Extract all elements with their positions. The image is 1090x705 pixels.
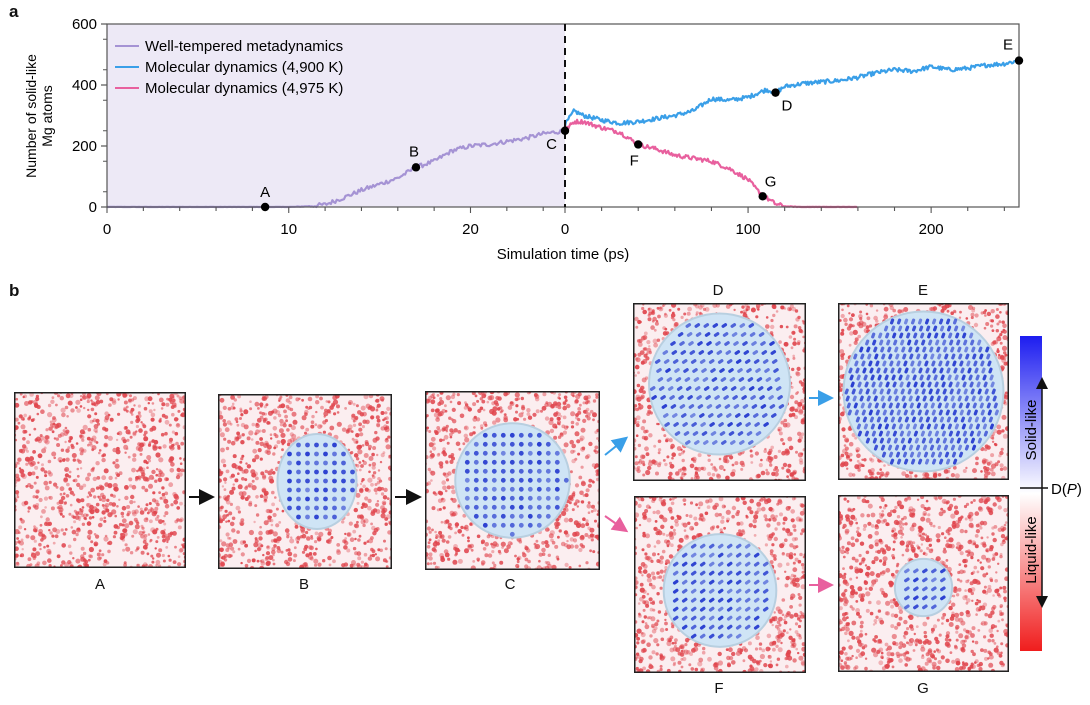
x-tick-label-right: 100 xyxy=(736,221,761,238)
solid-atoms xyxy=(649,323,785,445)
transition-arrows xyxy=(189,390,834,593)
point-G xyxy=(758,192,767,201)
legend-label-md-4900: Molecular dynamics (4,900 K) xyxy=(145,59,343,76)
colorbar-solid-label: Solid-like xyxy=(1023,400,1040,461)
point-label-F: F xyxy=(630,152,639,169)
axis-label-suffix: ) xyxy=(1077,481,1082,498)
snapshot-frame xyxy=(838,495,1009,672)
liquid-atoms xyxy=(838,495,1009,672)
snapshot-label-b: B xyxy=(298,576,309,593)
legend: Well-tempered metadynamics Molecular dyn… xyxy=(115,38,343,97)
snapshot-frame xyxy=(634,496,806,673)
snapshot-frame xyxy=(14,392,186,568)
y-tick-label: 0 xyxy=(89,199,97,216)
x-tick-label-left: 0 xyxy=(103,221,111,238)
point-label-B: B xyxy=(409,143,419,160)
snapshot-label-g: G xyxy=(917,680,929,697)
y-tick-label: 400 xyxy=(72,77,97,94)
solid-atoms xyxy=(287,442,355,520)
snapshot-e xyxy=(838,303,1009,480)
snapshot-label-e: E xyxy=(917,282,928,299)
y-axis-label-line2: Mg atoms xyxy=(39,85,55,146)
colorbar: Solid-like Liquid-like D(P) xyxy=(1020,336,1082,651)
x-tick-label-left: 20 xyxy=(462,221,479,238)
snapshot-frame xyxy=(218,394,392,569)
points-layer: A B C D E F G xyxy=(260,37,1024,212)
panel-label-a: a xyxy=(9,2,19,21)
series-line-2 xyxy=(564,118,858,209)
x-tick-label-left: 10 xyxy=(280,221,297,238)
snapshot-c xyxy=(425,391,600,570)
solid-nucleus xyxy=(648,312,791,456)
legend-label-md-4975: Molecular dynamics (4,975 K) xyxy=(145,80,343,97)
snapshot-a xyxy=(14,392,186,568)
colorbar-liquid-label: Liquid-like xyxy=(1023,516,1040,584)
axis-label-var: P xyxy=(1067,481,1077,498)
snapshot-b xyxy=(218,394,392,569)
snapshot-frame xyxy=(633,303,806,481)
colorbar-axis-label: D(P) xyxy=(1051,481,1082,498)
point-F xyxy=(634,140,643,149)
axis-label-prefix: D( xyxy=(1051,481,1067,498)
snapshot-frame xyxy=(425,391,600,570)
snapshot-label-a: A xyxy=(94,576,105,593)
y-axis-label-line1: Number of solid-like xyxy=(23,54,39,178)
point-label-D: D xyxy=(782,98,793,115)
point-label-C: C xyxy=(546,136,557,153)
snapshot-label-c: C xyxy=(504,576,516,593)
plot-frame xyxy=(106,23,1020,208)
snapshot-f xyxy=(634,496,806,673)
solid-atoms xyxy=(844,318,999,465)
point-label-A: A xyxy=(260,184,270,201)
point-label-E: E xyxy=(1003,37,1013,54)
snapshot-label-d: D xyxy=(712,282,724,299)
point-C xyxy=(560,126,570,135)
solid-atoms xyxy=(672,543,769,639)
x-tick-label-right: 0 xyxy=(561,221,569,238)
point-label-G: G xyxy=(765,173,777,190)
solid-atoms xyxy=(904,568,946,610)
liquid-atoms xyxy=(634,496,806,673)
liquid-atoms xyxy=(14,392,186,568)
snapshot-frame xyxy=(838,303,1009,480)
x-tick-label-right: 200 xyxy=(919,221,944,238)
point-A xyxy=(260,202,270,212)
point-D xyxy=(771,88,780,97)
snapshot-g xyxy=(838,495,1009,672)
series-line-1 xyxy=(563,59,1019,127)
snapshot-label-f: F xyxy=(714,680,724,697)
metadynamics-background xyxy=(107,24,565,207)
y-tick-label: 200 xyxy=(72,138,97,155)
arrow-c-to-d xyxy=(604,436,629,456)
arrow-c-to-f xyxy=(604,515,629,533)
legend-label-metadynamics: Well-tempered metadynamics xyxy=(145,38,343,55)
point-B xyxy=(411,163,421,172)
point-E xyxy=(1014,56,1024,65)
solid-nucleus xyxy=(893,557,954,618)
panel-label-b: b xyxy=(9,281,20,300)
y-tick-label: 600 xyxy=(72,16,97,33)
solid-atoms xyxy=(464,432,569,537)
snapshot-d xyxy=(633,303,806,481)
colorbar-gradient xyxy=(1020,336,1042,651)
x-axis-label: Simulation time (ps) xyxy=(497,246,630,263)
